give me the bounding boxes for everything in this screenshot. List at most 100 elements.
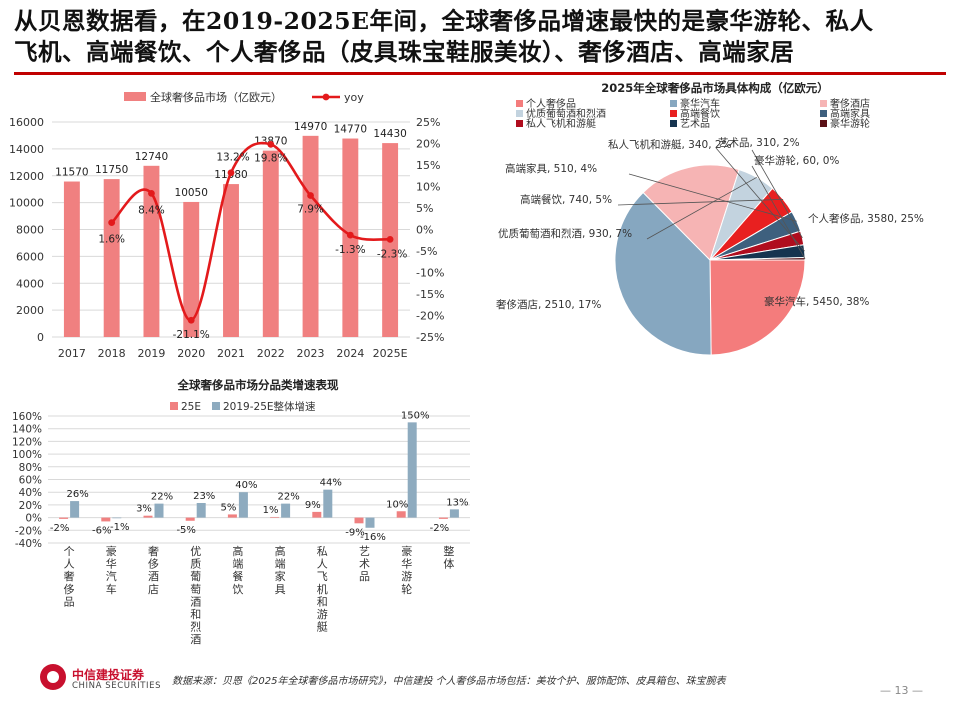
y-tick-label: 60% [19,475,42,487]
bar-25e-data-label: -6% [92,525,111,536]
pie-leader-line [617,198,784,206]
y-tick-label: 140% [12,424,42,436]
pie-data-label: 豪华汽车, 5450, 38% [764,295,869,308]
x-tick-label: 2021 [217,347,245,360]
legend-swatch [820,120,827,127]
y-left-tick-label: 6000 [16,250,44,263]
bar-25e [227,514,237,518]
legend-label: 高端家具 [830,107,870,120]
pie-title: 2025年全球奢侈品市场具体构成（亿欧元） [601,81,829,95]
bar-2019-25e-data-label: 22% [277,492,299,503]
yoy-point [148,189,155,197]
bar-2019-25e-data-label: 23% [193,491,215,502]
x-tick-label: 豪华游轮 [401,544,412,596]
legend-swatch [820,110,827,117]
pie-leader-line [751,149,803,239]
y-right-tick-label: -15% [416,288,444,301]
x-tick-label: 2025E [373,347,408,360]
page-number: — 13 — [880,684,923,697]
pie-leader-line [628,173,797,222]
bar-data-label: 12740 [135,151,168,163]
y-left-tick-label: 16000 [9,116,44,129]
bar-25e-data-label: 5% [220,502,236,513]
pie-data-label: 优质葡萄酒和烈酒, 930, 7% [498,227,632,240]
bar [143,165,160,337]
y-left-tick-label: 2000 [16,304,44,317]
pie-slice [614,191,712,356]
bar-data-label: 14970 [294,121,327,133]
legend-swatch [516,100,523,107]
bar-2019-25e [238,492,248,518]
pie-data-label: 豪华游轮, 60, 0% [754,154,839,167]
x-tick-label: 2023 [297,347,325,360]
yoy-data-label: 19.8% [254,152,287,164]
yoy-point [267,140,275,148]
bar [302,135,319,337]
legend-label: 私人飞机和游艇 [526,117,596,130]
bar [262,150,279,337]
bar-data-label: 11750 [95,164,128,176]
x-tick-label: 2024 [336,347,364,360]
bar-2019-25e-data-label: -1% [110,522,129,533]
title-line-2: 飞机、高端餐饮、个人奢侈品（皮具珠宝鞋服美妆）、奢侈酒店、高端家居 [14,38,795,66]
y-left-tick-label: 14000 [9,143,44,156]
bar-25e [312,511,322,518]
logo-text-cn: 中信建投证券 [72,668,145,682]
logo-mark-icon [40,664,66,690]
bar [63,181,80,337]
y-right-tick-label: 10% [416,181,440,194]
bar-25e [354,517,364,524]
legend-label: 25E [181,401,201,413]
y-right-tick-label: -25% [416,331,444,344]
y-right-tick-label: 25% [416,116,440,129]
yoy-data-label: 8.4% [138,204,165,216]
y-tick-label: 0% [25,513,42,525]
yoy-point [187,316,195,324]
bar-2019-25e-data-label: 26% [66,489,88,500]
y-tick-label: 20% [19,500,42,512]
bar-data-label: 14770 [334,124,367,136]
legend-label: 个人奢侈品 [526,97,576,110]
y-tick-label: 100% [12,449,42,461]
y-left-tick-label: 12000 [9,170,44,183]
legend-swatch [670,120,677,127]
pie-data-label: 高端家具, 510, 4% [505,162,597,175]
x-tick-label: 2019 [137,347,165,360]
y-tick-label: -20% [15,525,42,537]
pie-leader-line [646,176,757,240]
bar-2019-25e-data-label: 13% [446,497,468,508]
bar-2019-25e-data-label: 150% [401,410,430,421]
yoy-point [108,219,116,227]
x-tick-label: 奢侈酒店 [148,544,159,596]
bar-25e [185,517,195,521]
y-left-tick-label: 10000 [9,197,44,210]
bar-2019-25e [70,501,80,518]
x-tick-label: 高端餐饮 [232,544,243,596]
pie-leader-line [715,147,805,252]
bar-2019-25e-data-label: 44% [320,478,342,489]
legend-swatch-marker [322,93,330,101]
bar-data-label: 11570 [55,167,88,179]
bar-25e [438,517,448,519]
x-tick-label: 私人飞机和游艇 [317,545,328,634]
title-line-1: 从贝恩数据看，在2019-2025E年间，全球奢侈品增速最快的是豪华游轮、私人 [14,7,874,35]
y-right-tick-label: 5% [416,202,433,215]
bar-25e-data-label: 10% [386,499,408,510]
legend-label: 2019-25E整体增速 [223,400,316,413]
data-source-note: 数据来源：贝恩《2025年全球奢侈品市场研究》，中信建投 个人奢侈品市场包括：美… [172,676,726,687]
pie-slice [709,259,806,356]
legend-swatch-bar [124,92,146,101]
bar-2019-25e-data-label: -16% [360,532,386,543]
pie-data-label: 奢侈酒店, 2510, 17% [496,298,601,311]
bar-2019-25e [196,502,206,518]
y-left-tick-label: 0 [37,331,44,344]
legend-label: 高端餐饮 [680,107,720,120]
legend-label: 奢侈酒店 [830,97,870,110]
y-tick-label: 80% [19,462,42,474]
bar-25e [396,511,406,518]
pie-data-label: 私人飞机和游艇, 340, 2% [608,138,732,151]
yoy-point [346,231,354,239]
x-tick-label: 整体 [443,544,454,571]
bar-25e-data-label: -2% [430,523,449,534]
